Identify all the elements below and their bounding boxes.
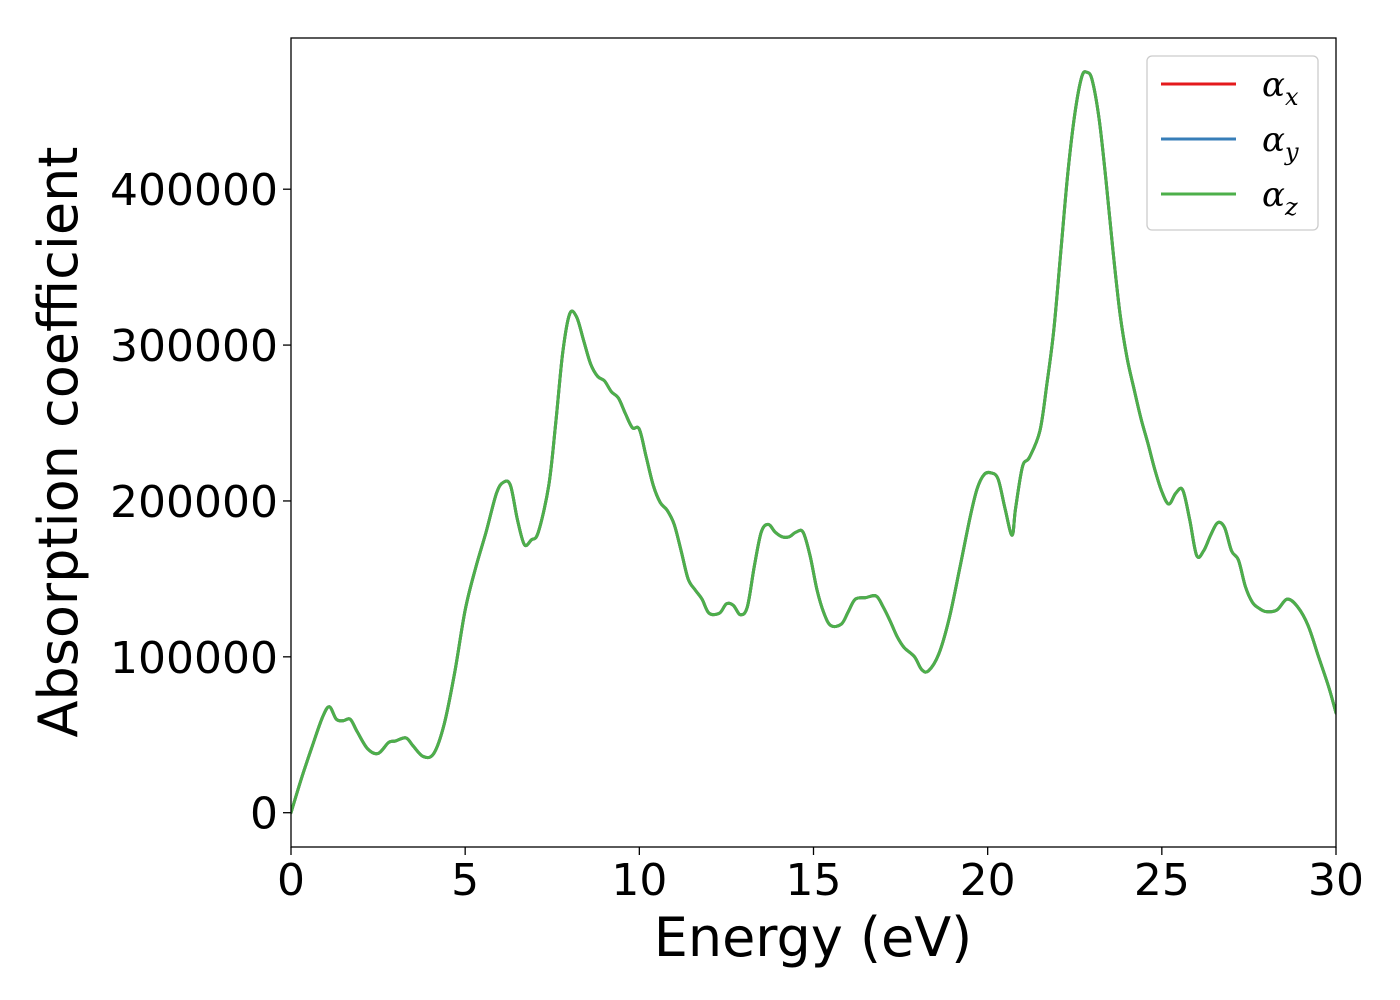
y-tick-label: 0 (250, 789, 278, 840)
x-tick-label: 5 (451, 855, 479, 906)
x-tick-label: 15 (786, 855, 842, 906)
legend-item-alpha-y: αy (1161, 120, 1299, 166)
y-axis-label: Absorption coefficient (27, 147, 90, 738)
x-axis-label: Energy (eV) (654, 906, 973, 969)
series-line-alpha-z (291, 70, 1336, 815)
y-axis: 0 100000 200000 300000 400000 (110, 165, 291, 840)
legend: αx αy αz (1146, 55, 1319, 231)
x-tick-label: 30 (1308, 855, 1364, 906)
legend-label: αz (1262, 175, 1298, 221)
legend-label: αy (1262, 120, 1299, 166)
legend-item-alpha-z: αz (1161, 175, 1298, 221)
x-tick-label: 20 (960, 855, 1016, 906)
y-tick-label: 100000 (110, 633, 278, 684)
x-axis: 0 5 10 15 20 25 30 (277, 847, 1364, 906)
legend-frame (1146, 55, 1319, 231)
x-tick-label: 25 (1134, 855, 1190, 906)
legend-label: αx (1262, 65, 1299, 111)
x-tick-label: 0 (277, 855, 305, 906)
y-tick-label: 200000 (110, 477, 278, 528)
series-layer (291, 70, 1336, 815)
legend-item-alpha-x: αx (1161, 65, 1299, 111)
x-tick-label: 10 (611, 855, 667, 906)
y-tick-label: 400000 (110, 165, 278, 216)
y-tick-label: 300000 (110, 321, 278, 372)
